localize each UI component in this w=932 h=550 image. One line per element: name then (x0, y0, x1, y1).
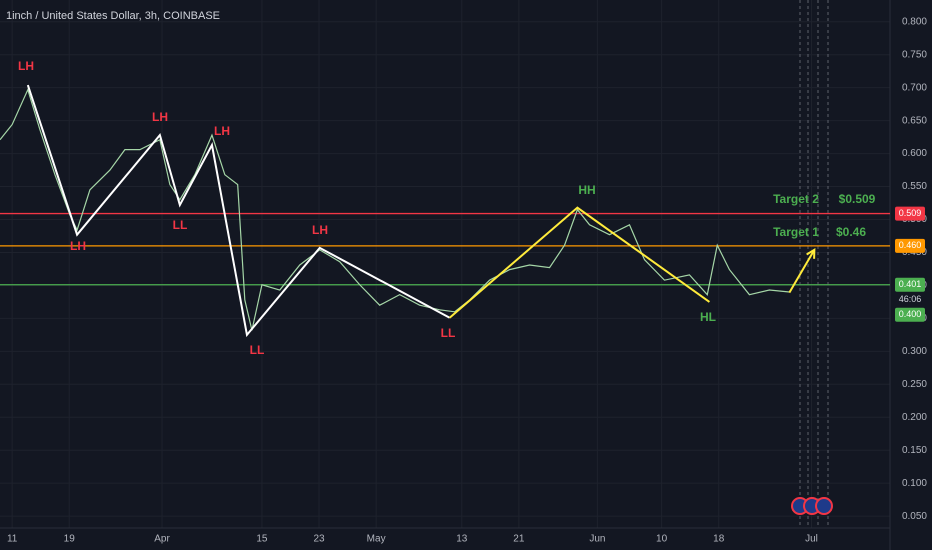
series-line (788, 249, 816, 294)
annotation: LH (214, 124, 230, 138)
price-badge (895, 238, 925, 253)
price-badge (895, 206, 925, 221)
annotation: LH (70, 239, 86, 253)
y-tick-label: 0.250 (902, 379, 927, 390)
chart-title: 1inch / United States Dollar, 3h, COINBA… (6, 10, 220, 22)
x-tick-label: 10 (656, 534, 668, 545)
series-line (26, 84, 451, 338)
y-tick-label: 0.150 (902, 445, 927, 456)
x-tick-label: Apr (154, 534, 170, 545)
x-tick-label: Jun (589, 534, 605, 545)
x-tick-label: 11 (7, 534, 18, 545)
y-tick-label: 0.800 (902, 16, 927, 27)
price-badge (895, 277, 925, 292)
y-tick-label: 0.650 (902, 115, 927, 126)
x-tick-label: 15 (256, 534, 268, 545)
y-tick-label: 0.700 (902, 82, 927, 93)
annotation: $0.509 (839, 192, 876, 206)
annotation: LL (173, 218, 188, 232)
y-tick-label: 0.300 (902, 346, 927, 357)
y-tick-label: 0.200 (902, 412, 927, 423)
countdown: 46:06 (899, 294, 922, 304)
y-tick-label: 0.100 (902, 478, 927, 489)
price-badge-label: 0.401 (899, 279, 922, 289)
x-tick-label: 18 (713, 534, 725, 545)
price-badge-label: 0.460 (899, 240, 922, 250)
y-tick-label: 0.050 (902, 511, 927, 522)
annotation: Target 1 (773, 225, 819, 239)
y-tick-label: 0.600 (902, 148, 927, 159)
x-tick-label: Jul (805, 534, 818, 545)
annotation: LH (312, 223, 328, 237)
x-tick-label: May (367, 534, 386, 545)
annotation: $0.46 (836, 225, 866, 239)
session-dividers (799, 0, 829, 528)
event-flags (791, 497, 833, 515)
y-tick-label: 0.550 (902, 181, 927, 192)
y-tick-label: 0.750 (902, 49, 927, 60)
x-tick-label: 13 (456, 534, 468, 545)
annotation: LH (18, 59, 34, 73)
annotation: LH (152, 110, 168, 124)
x-tick-label: 21 (513, 534, 525, 545)
flag (815, 497, 833, 515)
annotation: Target 2 (773, 192, 819, 206)
series-line (448, 206, 711, 319)
price-badge (895, 307, 925, 322)
x-tick-label: 23 (313, 534, 325, 545)
price-badge-label: 0.400 (899, 309, 922, 319)
annotation: HL (700, 310, 716, 324)
annotation: LL (250, 343, 265, 357)
price-badge-label: 0.509 (899, 208, 922, 218)
x-tick-label: 19 (64, 534, 76, 545)
annotation: HH (578, 183, 595, 197)
annotation: LL (441, 326, 456, 340)
arrow-head (806, 248, 816, 259)
